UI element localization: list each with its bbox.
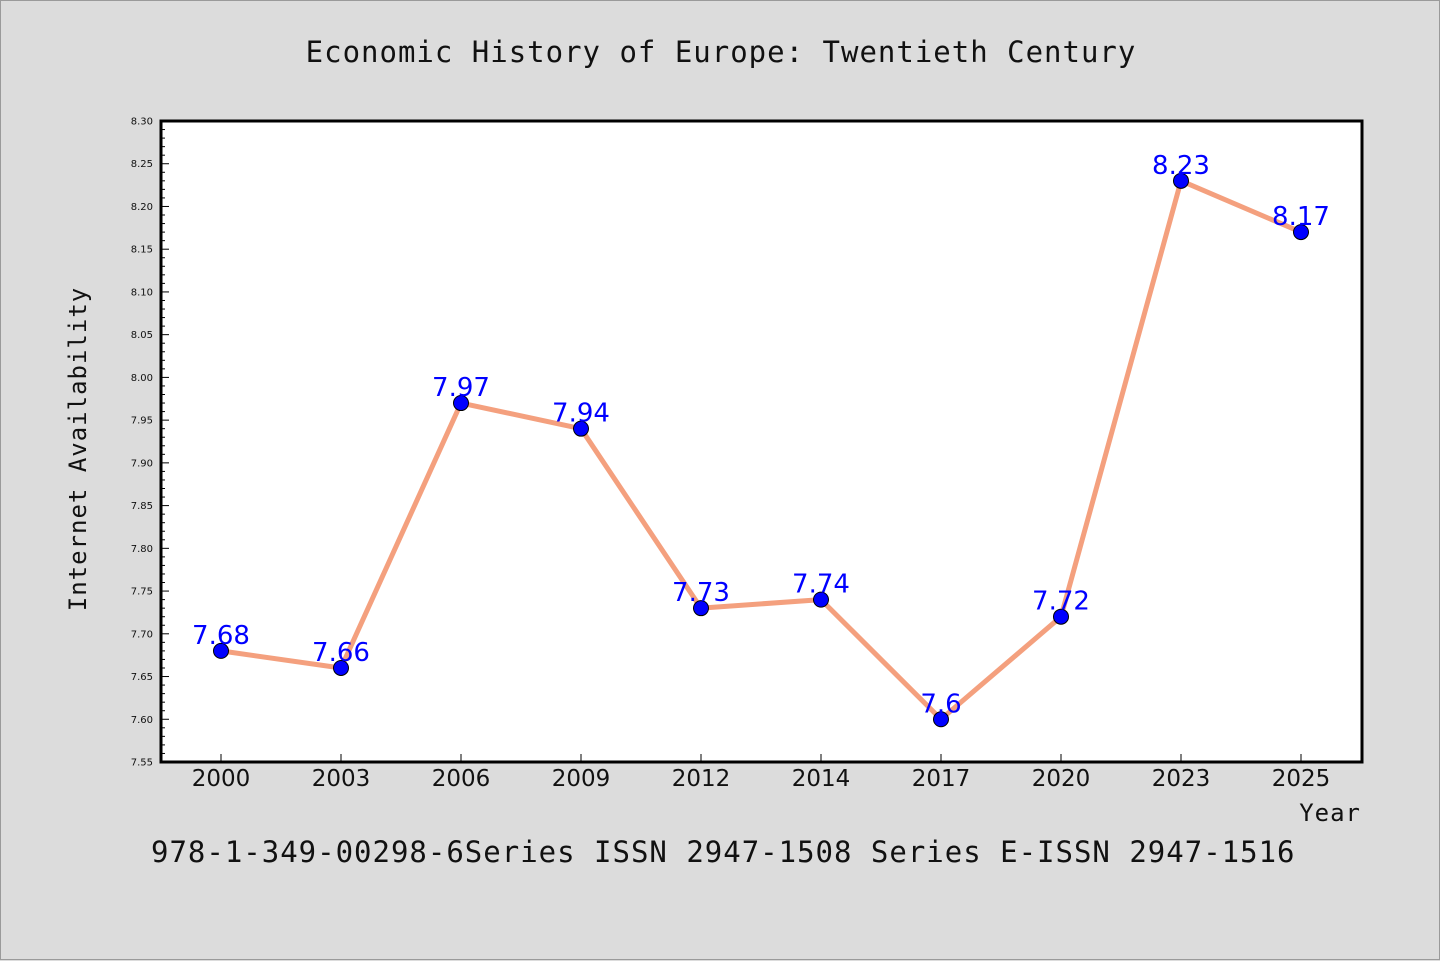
y-tick-label: 8.30: [131, 117, 153, 128]
footer-isbn-text: 978-1-349-00298-6Series ISSN 2947-1508 S…: [151, 835, 1296, 869]
data-labels: 7.68 7.66 7.97 7.94 7.73 7.74 7.6 7.72 8.23 8.17: [192, 151, 1330, 719]
data-point: [1053, 608, 1069, 625]
x-tick-label: 2020: [1032, 766, 1091, 792]
y-tick-label: 7.95: [131, 416, 153, 427]
y-tick-label: 8.00: [131, 373, 153, 384]
series-line: [220, 178, 1302, 722]
y-tick-label: 8.20: [131, 202, 153, 213]
plot-area: [159, 119, 1364, 764]
y-tick-label: 7.70: [131, 629, 153, 640]
data-label: 7.74: [792, 570, 850, 600]
x-tick-label: 2023: [1152, 766, 1211, 792]
y-tick-label: 7.55: [131, 758, 153, 769]
y-tick-label: 7.65: [131, 672, 153, 683]
x-tick-label: 2000: [192, 766, 251, 792]
data-point: [693, 600, 709, 617]
chart-title: Economic History of Europe: Twentieth Ce…: [305, 35, 1137, 69]
data-label: 7.97: [432, 373, 490, 403]
y-tick-label: 7.85: [131, 501, 153, 512]
data-label: 8.17: [1272, 202, 1330, 232]
data-point: [1293, 224, 1309, 241]
y-tick-label: 7.60: [131, 715, 153, 726]
x-tick-label: 2006: [432, 766, 491, 792]
x-tick-label: 2025: [1272, 766, 1331, 792]
y-tick-label: 8.05: [131, 330, 153, 341]
x-tick-label: 2009: [552, 766, 611, 792]
y-tick-label: 8.10: [131, 287, 153, 298]
data-label: 7.94: [552, 399, 610, 429]
data-point: [933, 711, 949, 728]
series-line-group: [213, 172, 1309, 728]
data-point: [333, 659, 349, 676]
x-tick-label: 2017: [912, 766, 971, 792]
data-point: [453, 395, 469, 412]
x-tick-label: 2003: [312, 766, 371, 792]
x-tick-label: 2014: [792, 766, 851, 792]
data-label: 7.66: [312, 638, 370, 668]
y-axis: 7.55 7.60 7.65 7.70 7.75 7.80 7.85 7.90 7.95 8.00…: [131, 117, 169, 769]
y-tick-label: 8.25: [131, 159, 153, 170]
x-tick-label: 2012: [672, 766, 731, 792]
data-point: [573, 420, 589, 437]
y-tick-label: 7.75: [131, 587, 153, 598]
y-tick-label: 8.15: [131, 245, 153, 256]
y-axis-label: Internet Availability: [64, 287, 92, 611]
data-label: 7.73: [672, 578, 730, 608]
data-label: 7.6: [920, 689, 961, 719]
y-tick-label: 7.80: [131, 544, 153, 555]
x-axis: 2000 2003 2006 2009 2012 2014 2017 2020 2023 2025: [192, 754, 1331, 792]
y-tick-label: 7.90: [131, 458, 153, 469]
data-label: 8.23: [1152, 151, 1210, 181]
x-axis-label: Year: [1299, 799, 1361, 827]
data-point: [213, 642, 229, 659]
data-point: [1173, 172, 1189, 189]
data-label: 7.72: [1032, 587, 1090, 617]
data-label: 7.68: [192, 621, 250, 651]
data-point: [813, 591, 829, 608]
